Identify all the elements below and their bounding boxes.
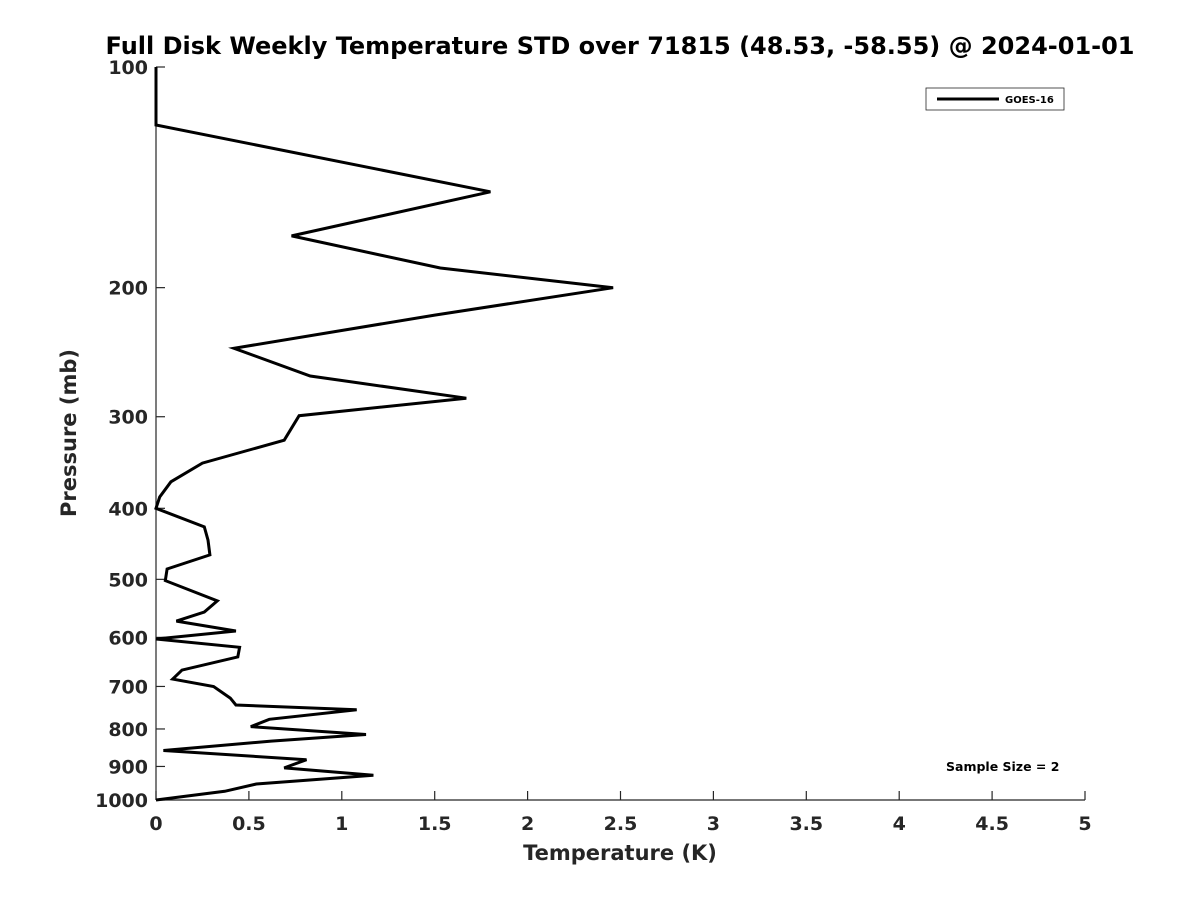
y-tick-label: 300 xyxy=(108,407,148,429)
x-ticks: 0 0.5 1 1.5 2 2.5 3 3.5 4 4.5 5 xyxy=(149,791,1092,835)
legend: GOES-16 xyxy=(925,87,1065,111)
y-tick-label: 1000 xyxy=(95,790,148,812)
x-tick-label: 1.5 xyxy=(418,813,452,835)
y-tick-label: 100 xyxy=(108,57,148,79)
y-tick-label: 500 xyxy=(108,569,148,591)
x-tick-label: 0 xyxy=(149,813,162,835)
sample-size-annotation: Sample Size = 2 xyxy=(946,759,1059,774)
y-tick-label: 200 xyxy=(108,278,148,300)
y-tick-label: 400 xyxy=(108,498,148,520)
series-group xyxy=(154,67,614,802)
x-tick-label: 2 xyxy=(521,813,534,835)
x-axis-label: Temperature (K) xyxy=(523,841,717,865)
y-tick-label: 800 xyxy=(108,719,148,741)
series-line xyxy=(154,67,614,802)
x-tick-label: 4.5 xyxy=(975,813,1009,835)
x-tick-label: 1 xyxy=(335,813,348,835)
x-tick-label: 5 xyxy=(1078,813,1091,835)
y-ticks: 100 200 300 400 500 600 700 800 900 1000 xyxy=(95,57,165,812)
y-tick-label: 900 xyxy=(108,756,148,778)
x-tick-label: 0.5 xyxy=(232,813,266,835)
y-tick-label: 700 xyxy=(108,676,148,698)
plot-area: 0 0.5 1 1.5 2 2.5 3 3.5 4 4.5 5 100 200 300 400 500 600… xyxy=(95,57,1092,835)
y-axis-label: Pressure (mb) xyxy=(57,349,81,517)
x-tick-label: 4 xyxy=(893,813,906,835)
x-tick-label: 3 xyxy=(707,813,720,835)
x-tick-label: 3.5 xyxy=(789,813,823,835)
legend-label: GOES-16 xyxy=(1005,95,1054,106)
y-tick-label: 600 xyxy=(108,627,148,649)
x-tick-label: 2.5 xyxy=(604,813,638,835)
chart-title: Full Disk Weekly Temperature STD over 71… xyxy=(106,32,1135,60)
